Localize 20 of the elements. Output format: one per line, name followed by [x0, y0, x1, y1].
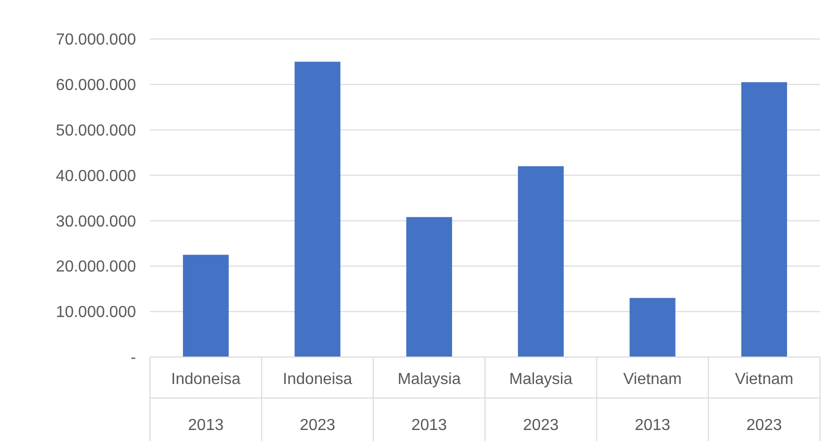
category-label: Indoneisa 2013 [171, 371, 241, 434]
bar [518, 166, 564, 357]
y-tick-label: 70.000.000 [56, 32, 136, 49]
bar [741, 82, 788, 357]
y-tick-label: 50.000.000 [56, 122, 136, 140]
bar [182, 254, 229, 357]
y-tick-label: 20.000.000 [56, 258, 136, 276]
y-tick-label: 40.000.000 [56, 168, 136, 185]
bar [630, 298, 676, 357]
y-tick-label: 30.000.000 [56, 213, 136, 230]
y-tick-label: - [130, 350, 136, 367]
y-tick-label: 60.000.000 [56, 77, 136, 94]
bar [294, 62, 340, 357]
category-label: Vietnam 2013 [623, 371, 682, 434]
category-label: Vietnam 2023 [734, 371, 794, 434]
category-label: Malaysia 2013 [398, 371, 461, 434]
bar [406, 217, 452, 357]
category-label: Malaysia 2023 [509, 371, 572, 434]
y-tick-label: 10.000.000 [56, 304, 136, 322]
category-label: Indoneisa 2023 [282, 371, 352, 434]
